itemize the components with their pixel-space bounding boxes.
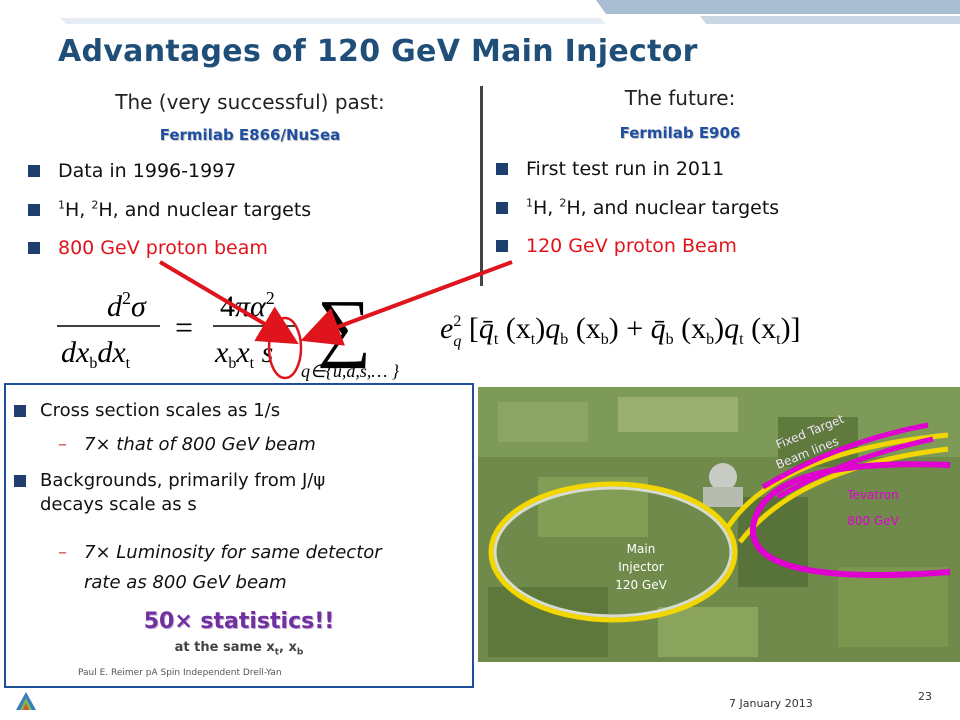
future-bullet-targets: 1H, 2H, and nuclear targets — [496, 197, 779, 219]
text-fragment: H, and nuclear targets — [98, 199, 312, 221]
tevatron-energy-label: 800 GeV — [847, 514, 899, 528]
dash-icon: – — [58, 542, 67, 563]
past-bullet-targets: 1H, 2H, and nuclear targets — [28, 199, 311, 221]
past-bullet-beam: 800 GeV proton beam — [28, 237, 268, 259]
future-bullet-run: First test run in 2011 — [496, 158, 724, 180]
same-kinematics-note: at the same xt, xb — [6, 640, 472, 658]
superscript: 2 — [91, 198, 99, 212]
footer-author: Paul E. Reimer pA Spin Independent Drell… — [78, 668, 282, 678]
formula-equals: = — [175, 309, 193, 345]
future-bullet-beam-text: 120 GeV proton Beam — [526, 235, 737, 257]
future-bullet-targets-text: 1H, 2H, and nuclear targets — [526, 197, 779, 219]
page-number: 23 — [918, 690, 932, 703]
past-bullet-targets-text: 1H, 2H, and nuclear targets — [58, 199, 311, 221]
bullet-square-icon — [28, 165, 40, 177]
statistics-callout: 50× statistics!! — [143, 609, 335, 634]
superscript: 2 — [559, 196, 567, 210]
fermilab-aerial-photo: Fixed Target Beam lines Tevatron 800 GeV… — [478, 387, 960, 662]
slide-title: Advantages of 120 GeV Main Injector — [58, 34, 698, 69]
past-heading: The (very successful) past: — [115, 90, 385, 114]
advantages-box: Cross section scales as 1/s – 7× that of… — [4, 383, 474, 688]
bullet-square-icon — [496, 202, 508, 214]
past-bullet-data: Data in 1996-1997 — [28, 160, 236, 182]
formula-sum-index: q∈{u,d,s,… } — [301, 361, 400, 381]
text-fragment: H, and nuclear targets — [566, 197, 780, 219]
box-point-backgrounds-line1: Backgrounds, primarily from J/ψ — [40, 470, 326, 491]
footer-date: 7 January 2013 — [729, 697, 813, 710]
subscript: t — [274, 647, 280, 658]
injector-energy-label: 120 GeV — [615, 578, 667, 592]
subscript: b — [296, 647, 304, 658]
tevatron-ring — [749, 461, 951, 578]
future-experiment: Fermilab E906 — [619, 124, 741, 142]
superscript: 1 — [526, 196, 533, 210]
header-decoration — [60, 0, 960, 24]
dash-icon: – — [58, 434, 67, 455]
bullet-square-icon — [496, 163, 508, 175]
cross-section-formula: d2σ dxbdxt = 4πα2 xbxt s ∑ q∈{u,d,s,… } … — [57, 285, 801, 381]
box-sub-factor-text: 7× that of 800 GeV beam — [84, 434, 316, 455]
text-fragment: H, — [533, 197, 560, 219]
bullet-square-icon — [496, 240, 508, 252]
past-bullet-data-text: Data in 1996-1997 — [58, 160, 237, 182]
superscript: 1 — [58, 198, 65, 212]
bullet-square-icon — [28, 242, 40, 254]
argonne-logo-icon — [16, 692, 36, 710]
future-bullet-beam: 120 GeV proton Beam — [496, 235, 737, 257]
box-point-backgrounds-line2: decays scale as s — [40, 494, 197, 515]
box-sub-luminosity-line2: rate as 800 GeV beam — [84, 572, 287, 593]
formula-numerator-lhs: d2σ — [107, 288, 147, 323]
box-point-cross-section: Cross section scales as 1/s — [14, 399, 454, 423]
bullet-square-icon — [14, 475, 26, 487]
tevatron-label: Tevatron — [846, 488, 898, 502]
main-label: Main — [627, 542, 656, 556]
future-heading: The future: — [624, 86, 736, 110]
text-fragment: , x — [279, 640, 297, 655]
main-injector-ring — [488, 481, 738, 623]
text-fragment: at the same x — [174, 640, 275, 655]
injector-label: Injector — [618, 560, 664, 574]
arrow-from-past — [158, 260, 299, 345]
past-experiment: Fermilab E866/NuSea — [159, 126, 341, 144]
beamline-magenta-2 — [776, 436, 934, 500]
beamline-yellow-1 — [725, 432, 949, 529]
past-bullet-beam-text: 800 GeV proton beam — [58, 237, 268, 259]
beamline-magenta-1 — [761, 422, 929, 490]
box-sub-factor: – 7× that of 800 GeV beam — [58, 433, 458, 457]
box-sub-luminosity-line1: 7× Luminosity for same detector — [84, 542, 382, 563]
bullet-square-icon — [28, 204, 40, 216]
column-divider — [480, 86, 483, 286]
bullet-square-icon — [14, 405, 26, 417]
future-bullet-run-text: First test run in 2011 — [526, 158, 725, 180]
box-sub-luminosity: – 7× Luminosity for same detector rate a… — [58, 541, 468, 595]
box-point-backgrounds: Backgrounds, primarily from J/ψ decays s… — [14, 469, 454, 517]
text-fragment: H, — [65, 199, 92, 221]
box-point-cross-section-text: Cross section scales as 1/s — [40, 400, 281, 421]
arrow-from-future — [300, 260, 513, 346]
